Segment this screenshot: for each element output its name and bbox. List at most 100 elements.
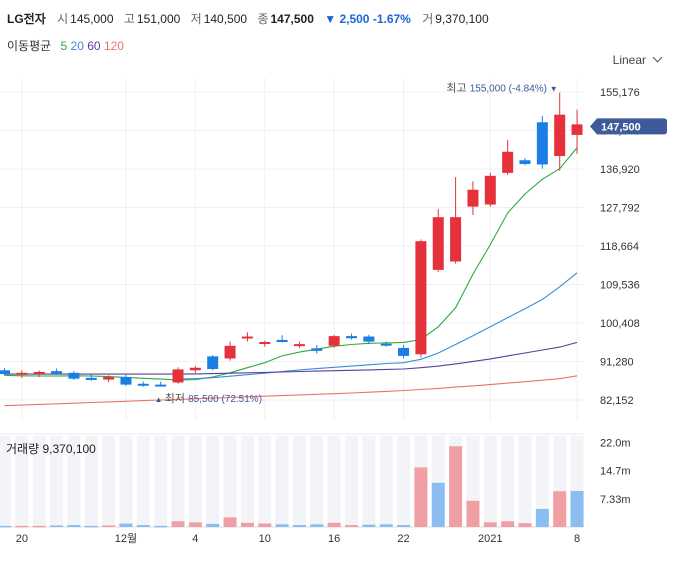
candle-body: [398, 347, 410, 356]
volume-bar: [50, 525, 64, 527]
volume-column-bg: [535, 436, 549, 527]
volume-y-tick-label: 14.7m: [600, 465, 631, 477]
volume-column-bg: [15, 436, 29, 527]
volume-column-bg: [102, 436, 116, 527]
volume-bar: [154, 525, 168, 528]
y-tick-label: 136,920: [600, 164, 640, 176]
high-annotation-label: 최고: [446, 82, 469, 95]
candle-body: [536, 122, 548, 165]
x-tick-label: 16: [328, 533, 340, 545]
volume-column-bg: [171, 436, 185, 527]
volume-bar: [449, 446, 463, 527]
volume-column-bg: [345, 436, 358, 527]
volume-bar: [84, 525, 98, 528]
candle-body: [571, 124, 583, 135]
candle-body: [346, 336, 357, 339]
candle-body: [380, 343, 392, 346]
volume-column-bg: [119, 436, 133, 527]
volume-bar: [327, 522, 341, 527]
volume-bar: [240, 522, 254, 527]
volume-column-bg: [67, 436, 81, 527]
volume-column-bg: [362, 436, 376, 527]
y-tick-label: 91,280: [600, 357, 634, 369]
low-annotation: ▲ 최저 85,500 (72.51%): [155, 392, 262, 405]
volume-bar: [32, 525, 46, 528]
volume-label: 거: [422, 12, 434, 26]
x-tick-label: 20: [16, 533, 28, 545]
moving-average-legend[interactable]: 이동평균 5 20 60 120: [7, 38, 124, 54]
candle-body: [103, 377, 115, 380]
volume-bar: [275, 524, 289, 527]
scale-dropdown[interactable]: Linear: [612, 52, 663, 67]
y-tick-label: 82,152: [600, 395, 634, 407]
volume-bar: [414, 467, 428, 527]
volume-column-bg: [397, 436, 411, 527]
volume-column-bg: [501, 436, 515, 527]
volume-column-bg: [327, 436, 341, 527]
volume-bar: [345, 525, 358, 527]
volume-column-bg: [206, 436, 220, 527]
volume-bar: [292, 525, 306, 527]
x-tick-label: 2021: [478, 533, 502, 545]
y-tick-label: 127,792: [600, 203, 640, 215]
candle-body: [554, 114, 566, 157]
volume-column-bg: [50, 436, 64, 527]
candle-body: [363, 336, 375, 342]
volume-title-value: 9,370,100: [42, 442, 96, 456]
volume-bar: [258, 523, 272, 527]
volume-column-bg: [292, 436, 306, 527]
volume-bar: [397, 525, 411, 527]
scale-label: Linear: [612, 53, 646, 67]
candle-body: [189, 367, 201, 371]
close-label: 종: [257, 12, 269, 26]
ma-line-20: [177, 272, 578, 380]
volume-column-bg: [223, 436, 237, 527]
low-label: 저: [190, 12, 202, 26]
volume-title-label: 거래량: [6, 442, 42, 456]
ma-legend-120: 120: [103, 39, 124, 53]
candle-body: [241, 336, 253, 339]
volume-bar: [431, 482, 445, 527]
ma-line-60: [4, 341, 578, 375]
change-text: 2,500 -1.67%: [339, 12, 411, 26]
low-marker-icon: ▲: [155, 395, 165, 404]
volume-bar: [0, 525, 11, 528]
candle-body: [68, 372, 80, 379]
high-value: 151,000: [136, 12, 181, 26]
volume-bar: [466, 500, 480, 527]
candle-body: [450, 217, 462, 262]
candle-body: [311, 348, 323, 351]
volume-bar: [119, 523, 133, 527]
volume-bar: [15, 525, 29, 528]
volume-y-tick-label: 7.33m: [600, 494, 631, 506]
candle-body: [85, 377, 97, 380]
volume-bar: [501, 521, 515, 527]
ma-legend-20: 20: [70, 39, 84, 53]
high-annotation: 최고 155,000 (-4.84%) ▼: [446, 82, 557, 95]
volume-bar: [171, 521, 185, 527]
candle-body: [120, 377, 132, 385]
volume-column-bg: [483, 436, 497, 527]
stock-header: LG전자 시 145,000 고 151,000 저 140,500 종 147,500…: [7, 10, 496, 28]
ma-line-5: [4, 147, 578, 381]
volume-y-tick-label: 22.0m: [600, 437, 631, 449]
volume-column-bg: [154, 436, 168, 527]
volume-bar: [570, 490, 584, 527]
stock-name[interactable]: LG전자: [7, 12, 46, 26]
candle-body: [51, 371, 63, 375]
candle-body: [137, 383, 149, 386]
volume-column-bg: [258, 436, 272, 527]
candle-body: [519, 160, 531, 165]
volume-title: 거래량 9,370,100: [6, 442, 96, 456]
ma-legend-title: 이동평균: [7, 39, 52, 53]
candle-body: [172, 369, 184, 383]
open-value: 145,000: [70, 12, 114, 26]
volume-bar: [483, 522, 497, 527]
volume-bar: [553, 491, 567, 527]
candle-body: [0, 370, 10, 375]
current-price-tag: 147,500: [601, 121, 641, 133]
high-annotation-value: 155,000 (-4.84%): [470, 84, 550, 95]
x-tick-label: 12월: [115, 532, 137, 545]
volume-column-bg: [310, 436, 324, 527]
